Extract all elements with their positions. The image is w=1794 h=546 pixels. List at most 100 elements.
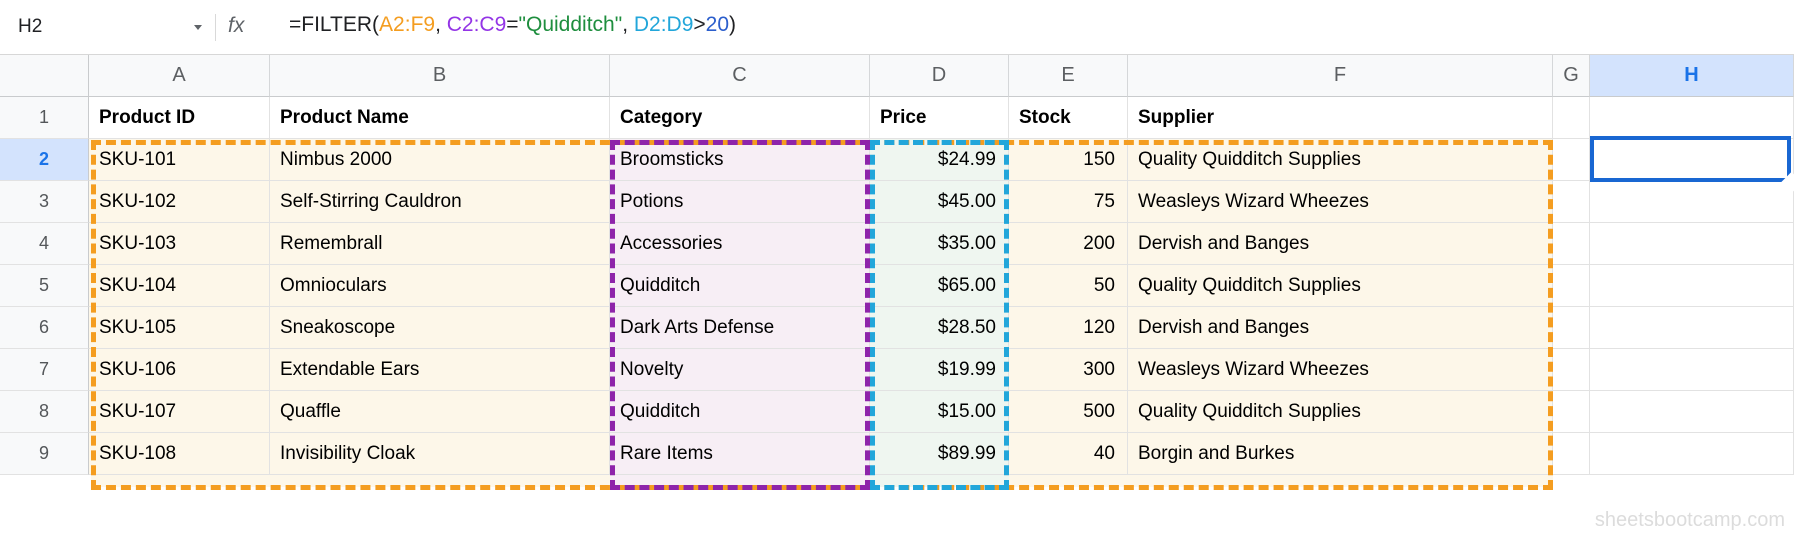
cell-C1[interactable]: Category xyxy=(610,97,870,139)
cell-E1[interactable]: Stock xyxy=(1009,97,1128,139)
column-header-G[interactable]: G xyxy=(1553,55,1590,97)
cell-E9[interactable]: 40 xyxy=(1009,433,1128,475)
cell-E3[interactable]: 75 xyxy=(1009,181,1128,223)
row-header-1[interactable]: 1 xyxy=(0,97,89,139)
cell-C7[interactable]: Novelty xyxy=(610,349,870,391)
column-header-F[interactable]: F xyxy=(1128,55,1553,97)
cell-G9[interactable] xyxy=(1553,433,1590,475)
cell-A5[interactable]: SKU-104 xyxy=(89,265,270,307)
cell-A4[interactable]: SKU-103 xyxy=(89,223,270,265)
cell-H6[interactable] xyxy=(1590,307,1794,349)
chevron-down-icon[interactable] xyxy=(194,25,202,30)
cell-H1[interactable] xyxy=(1590,97,1794,139)
cell-B4[interactable]: Remembrall xyxy=(270,223,610,265)
formula-token: "Quidditch" xyxy=(518,13,623,36)
cell-C9[interactable]: Rare Items xyxy=(610,433,870,475)
select-all-corner[interactable] xyxy=(0,55,89,97)
row-header-4[interactable]: 4 xyxy=(0,223,89,265)
cell-B9[interactable]: Invisibility Cloak xyxy=(270,433,610,475)
formula-bar-divider xyxy=(215,14,216,41)
cell-G1[interactable] xyxy=(1553,97,1590,139)
cell-F1[interactable]: Supplier xyxy=(1128,97,1553,139)
cell-B3[interactable]: Self-Stirring Cauldron xyxy=(270,181,610,223)
spreadsheet-grid: A B C D E F G H 1 Product ID Product Name Category P… xyxy=(0,55,1794,475)
cell-D2[interactable]: $24.99 xyxy=(870,139,1009,181)
table-row: 5 SKU-104 Omnioculars Quidditch $65.00 50 Qual… xyxy=(0,265,1794,307)
cell-B2[interactable]: Nimbus 2000 xyxy=(270,139,610,181)
cell-A6[interactable]: SKU-105 xyxy=(89,307,270,349)
cell-D7[interactable]: $19.99 xyxy=(870,349,1009,391)
cell-A8[interactable]: SKU-107 xyxy=(89,391,270,433)
row-header-6[interactable]: 6 xyxy=(0,307,89,349)
cell-A3[interactable]: SKU-102 xyxy=(89,181,270,223)
cell-D8[interactable]: $15.00 xyxy=(870,391,1009,433)
cell-B6[interactable]: Sneakoscope xyxy=(270,307,610,349)
active-cell-selection[interactable] xyxy=(1590,136,1794,194)
formula-token: = xyxy=(506,13,519,36)
cell-F7[interactable]: Weasleys Wizard Wheezes xyxy=(1128,349,1553,391)
column-header-H[interactable]: H xyxy=(1590,55,1794,97)
cell-F8[interactable]: Quality Quidditch Supplies xyxy=(1128,391,1553,433)
cell-H7[interactable] xyxy=(1590,349,1794,391)
cell-C2[interactable]: Broomsticks xyxy=(610,139,870,181)
row-header-2[interactable]: 2 xyxy=(0,139,89,181)
cell-D6[interactable]: $28.50 xyxy=(870,307,1009,349)
cell-D5[interactable]: $65.00 xyxy=(870,265,1009,307)
cell-E8[interactable]: 500 xyxy=(1009,391,1128,433)
cell-G8[interactable] xyxy=(1553,391,1590,433)
row-header-9[interactable]: 9 xyxy=(0,433,89,475)
column-header-B[interactable]: B xyxy=(270,55,610,97)
cell-C4[interactable]: Accessories xyxy=(610,223,870,265)
cell-C3[interactable]: Potions xyxy=(610,181,870,223)
cell-E6[interactable]: 120 xyxy=(1009,307,1128,349)
cell-B5[interactable]: Omnioculars xyxy=(270,265,610,307)
cell-D4[interactable]: $35.00 xyxy=(870,223,1009,265)
name-box-value: H2 xyxy=(18,16,43,37)
cell-F3[interactable]: Weasleys Wizard Wheezes xyxy=(1128,181,1553,223)
cell-B7[interactable]: Extendable Ears xyxy=(270,349,610,391)
column-header-C[interactable]: C xyxy=(610,55,870,97)
cell-G3[interactable] xyxy=(1553,181,1590,223)
cell-A9[interactable]: SKU-108 xyxy=(89,433,270,475)
cell-C6[interactable]: Dark Arts Defense xyxy=(610,307,870,349)
cell-G5[interactable] xyxy=(1553,265,1590,307)
cell-G4[interactable] xyxy=(1553,223,1590,265)
cell-B8[interactable]: Quaffle xyxy=(270,391,610,433)
cell-G2[interactable] xyxy=(1553,139,1590,181)
formula-input[interactable]: =FILTER(A2:F9, C2:C9="Quidditch", D2:D9>… xyxy=(289,13,736,37)
cell-E5[interactable]: 50 xyxy=(1009,265,1128,307)
column-header-E[interactable]: E xyxy=(1009,55,1128,97)
cell-D1[interactable]: Price xyxy=(870,97,1009,139)
cell-D9[interactable]: $89.99 xyxy=(870,433,1009,475)
name-box[interactable]: H2 xyxy=(0,0,214,54)
cell-H2[interactable] xyxy=(1590,139,1794,181)
row-header-7[interactable]: 7 xyxy=(0,349,89,391)
cell-E4[interactable]: 200 xyxy=(1009,223,1128,265)
cell-E7[interactable]: 300 xyxy=(1009,349,1128,391)
column-header-D[interactable]: D xyxy=(870,55,1009,97)
cell-C5[interactable]: Quidditch xyxy=(610,265,870,307)
cell-E2[interactable]: 150 xyxy=(1009,139,1128,181)
cell-A2[interactable]: SKU-101 xyxy=(89,139,270,181)
row-header-8[interactable]: 8 xyxy=(0,391,89,433)
cell-A1[interactable]: Product ID xyxy=(89,97,270,139)
cell-D3[interactable]: $45.00 xyxy=(870,181,1009,223)
cell-H3[interactable] xyxy=(1590,181,1794,223)
cell-B1[interactable]: Product Name xyxy=(270,97,610,139)
cell-C8[interactable]: Quidditch xyxy=(610,391,870,433)
cell-F6[interactable]: Dervish and Banges xyxy=(1128,307,1553,349)
cell-F5[interactable]: Quality Quidditch Supplies xyxy=(1128,265,1553,307)
cell-H4[interactable] xyxy=(1590,223,1794,265)
cell-F4[interactable]: Dervish and Banges xyxy=(1128,223,1553,265)
row-header-5[interactable]: 5 xyxy=(0,265,89,307)
column-header-A[interactable]: A xyxy=(89,55,270,97)
cell-F9[interactable]: Borgin and Burkes xyxy=(1128,433,1553,475)
cell-G6[interactable] xyxy=(1553,307,1590,349)
cell-H9[interactable] xyxy=(1590,433,1794,475)
cell-H5[interactable] xyxy=(1590,265,1794,307)
row-header-3[interactable]: 3 xyxy=(0,181,89,223)
cell-H8[interactable] xyxy=(1590,391,1794,433)
cell-G7[interactable] xyxy=(1553,349,1590,391)
cell-F2[interactable]: Quality Quidditch Supplies xyxy=(1128,139,1553,181)
cell-A7[interactable]: SKU-106 xyxy=(89,349,270,391)
